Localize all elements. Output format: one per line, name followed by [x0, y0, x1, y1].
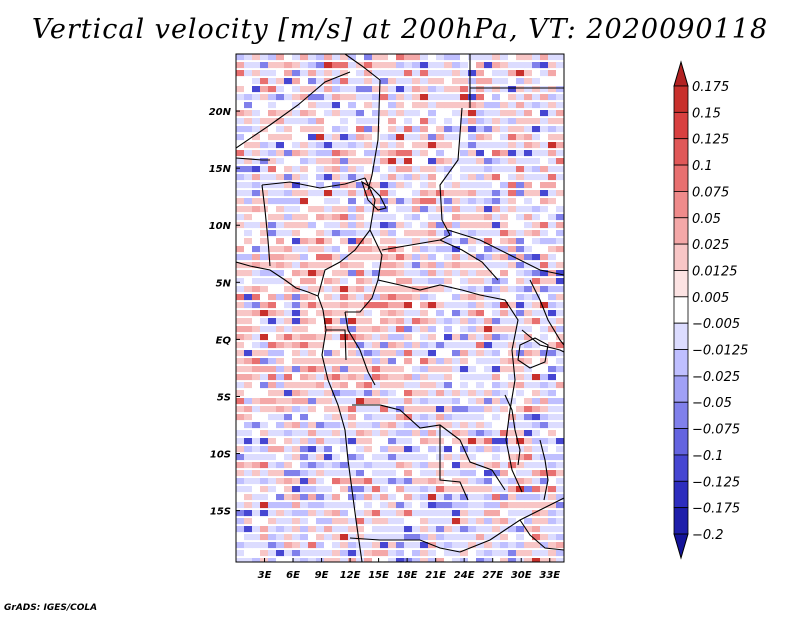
border-tanzania: [521, 329, 564, 353]
colorbar-segment: [673, 349, 689, 377]
colorbar-segment: [673, 111, 689, 140]
colorbar-label: −0.025: [692, 370, 740, 385]
colorbar-label: −0.05: [692, 396, 732, 411]
chart-title: Vertical velocity [m/s] at 200hPa, VT: 2…: [31, 14, 769, 45]
colorbar-segment: [673, 401, 689, 429]
border-drc-east: [479, 294, 523, 493]
lat-tick-label: EQ: [216, 335, 232, 346]
latitude-ticks: 20N 15N 10N 5N EQ 5S 10S 15S: [209, 107, 240, 518]
grads-credit: GrADS: IGES/COLA: [4, 603, 98, 613]
colorbar: 0.175 0.15 0.125 0.1 0.075 0.05 0.025 0.0125 0.0…: [673, 60, 748, 560]
colorbar-label: 0.125: [692, 133, 729, 148]
border-mozambique: [519, 519, 564, 551]
lon-tick-label: 6E: [286, 570, 300, 581]
coastline: [236, 261, 363, 562]
lat-tick-label: 15N: [209, 164, 232, 175]
lon-tick-label: 15E: [368, 570, 389, 581]
border-cameroon-car: [345, 229, 383, 313]
border-chad-car: [381, 234, 451, 251]
border-angola-zambia: [439, 425, 469, 501]
colorbar-label: −0.1: [692, 449, 724, 464]
country-borders: [236, 54, 564, 562]
lake-malawi: [539, 439, 549, 501]
colorbar-segment: [673, 138, 689, 166]
border-car-drc: [377, 279, 481, 296]
colorbar-label: 0.175: [692, 80, 729, 95]
lon-tick-label: 27E: [482, 570, 503, 581]
lat-tick-label: 10S: [210, 450, 231, 461]
colorbar-segment: [673, 270, 689, 298]
colorbar-label: −0.2: [692, 528, 724, 543]
colorbar-label: −0.0125: [692, 344, 748, 359]
border-car-sudan: [439, 239, 499, 281]
colorbar-label: 0.15: [692, 106, 721, 121]
border-benin: [261, 184, 271, 267]
border-sudan-southsudan: [447, 229, 564, 276]
longitude-ticks: 3E 6E 9E 12E 15E 18E 21E 24E 27E 30E 33E: [258, 558, 560, 581]
lon-tick-label: 33E: [539, 570, 560, 581]
colorbar-top-arrow: [673, 60, 689, 87]
colorbar-segment: [673, 164, 689, 192]
border-uganda-kenya: [529, 279, 564, 346]
colorbar-label: 0.025: [692, 238, 729, 253]
colorbar-label: −0.125: [692, 475, 740, 490]
colorbar-label: −0.005: [692, 317, 740, 332]
border-chad-sudan: [439, 107, 463, 236]
colorbar-segment: [673, 85, 689, 113]
colorbar-segment: [673, 428, 689, 456]
border-niger-chad: [367, 79, 381, 191]
colorbar-label: 0.0125: [692, 264, 738, 279]
colorbar-label: 0.075: [692, 185, 729, 200]
lon-tick-label: 3E: [258, 570, 272, 581]
lon-tick-label: 30E: [511, 570, 532, 581]
lon-tick-label: 12E: [340, 570, 361, 581]
border-congo-drc: [344, 311, 376, 386]
lake-chad: [361, 180, 387, 211]
lake-victoria: [517, 337, 549, 369]
border-angola-namibia: [349, 537, 461, 553]
colorbar-label: −0.075: [692, 423, 740, 438]
lat-tick-label: 10N: [209, 221, 232, 232]
colorbar-label: −0.175: [692, 502, 740, 517]
plot-frame: [235, 53, 565, 563]
lake-tanganyika: [504, 394, 521, 466]
border-gabon-congo: [326, 329, 347, 361]
colorbar-segment: [673, 322, 689, 350]
lon-tick-label: 24E: [454, 570, 475, 581]
colorbar-segment: [673, 480, 689, 509]
colorbar-segment: [673, 507, 689, 535]
colorbar-bottom-arrow: [673, 533, 689, 560]
colorbar-label: 0.005: [692, 291, 729, 306]
lon-tick-label: 21E: [425, 570, 446, 581]
border-nigeria-cameroon: [317, 177, 376, 297]
colorbar-segment: [673, 375, 689, 403]
colorbar-segment: [673, 243, 689, 271]
border-niger-nigeria: [261, 177, 366, 189]
colorbar-label: 0.1: [692, 159, 713, 174]
border-libya-niger: [344, 54, 381, 81]
colorbar-segment: [673, 217, 689, 245]
border-mali-niger: [236, 157, 270, 161]
lat-tick-label: 20N: [209, 107, 232, 118]
velocity-field: [236, 54, 564, 562]
lat-tick-label: 5N: [216, 278, 232, 289]
lon-tick-label: 9E: [315, 570, 329, 581]
colorbar-label: 0.05: [692, 212, 721, 227]
colorbar-segment: [673, 191, 689, 219]
border-algeria-niger: [236, 71, 351, 149]
colorbar-segment: [673, 296, 689, 324]
lon-tick-label: 18E: [397, 570, 418, 581]
lat-tick-label: 15S: [210, 507, 231, 518]
lat-tick-label: 5S: [217, 392, 231, 403]
colorbar-segment: [673, 454, 689, 482]
